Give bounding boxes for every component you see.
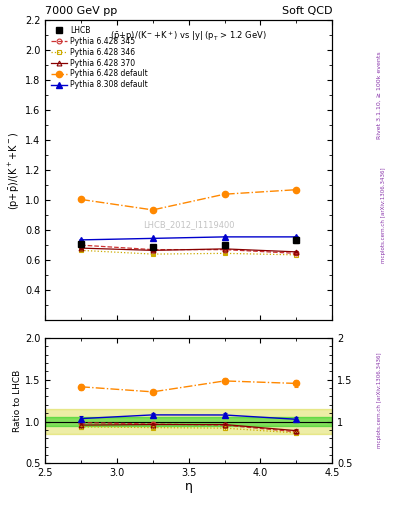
Text: ($\bar{\rm p}$+p)/(K$^-$+K$^+$) vs |y| (p$_{\rm T}$ > 1.2 GeV): ($\bar{\rm p}$+p)/(K$^-$+K$^+$) vs |y| (… — [110, 30, 267, 43]
Legend: LHCB, Pythia 6.428 345, Pythia 6.428 346, Pythia 6.428 370, Pythia 6.428 default: LHCB, Pythia 6.428 345, Pythia 6.428 346… — [49, 24, 150, 91]
Text: 7000 GeV pp: 7000 GeV pp — [45, 6, 118, 16]
X-axis label: η: η — [185, 480, 193, 493]
Text: Soft QCD: Soft QCD — [282, 6, 332, 16]
Y-axis label: (p+$\bar{\rm p}$)/(K$^+$+K$^-$): (p+$\bar{\rm p}$)/(K$^+$+K$^-$) — [7, 131, 22, 209]
Text: Rivet 3.1.10, ≥ 100k events: Rivet 3.1.10, ≥ 100k events — [377, 52, 382, 139]
Text: LHCB_2012_I1119400: LHCB_2012_I1119400 — [143, 220, 234, 229]
Bar — [45, 417, 332, 426]
Text: mcplots.cern.ch [arXiv:1306.3436]: mcplots.cern.ch [arXiv:1306.3436] — [381, 167, 386, 263]
Bar — [45, 409, 332, 434]
Y-axis label: Ratio to LHCB: Ratio to LHCB — [13, 370, 22, 432]
Text: mcplots.cern.ch [arXiv:1306.3436]: mcplots.cern.ch [arXiv:1306.3436] — [377, 353, 382, 449]
